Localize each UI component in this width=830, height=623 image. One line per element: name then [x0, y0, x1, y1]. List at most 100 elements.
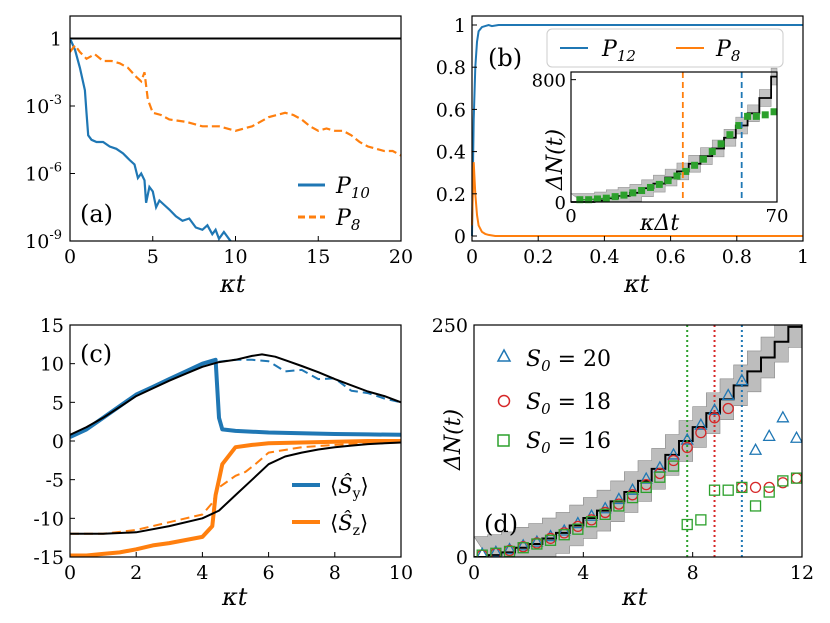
panel-a-legend: P10 P8 [298, 174, 370, 234]
panel-c-ticks: 0 2 4 6 8 10 -15 -10 -5 0 5 10 15 [33, 315, 413, 584]
panel-d: 0 4 8 12 0 250 (d) κt ΔN(t) S0 = 20 S0 = 18 S… [432, 315, 814, 611]
point-s16 [599, 508, 611, 520]
point-s16 [736, 481, 748, 494]
point-s16 [613, 500, 625, 512]
point-s20 [476, 546, 488, 557]
point-s18 [695, 426, 707, 439]
point-s18 [708, 412, 721, 424]
inset-frame [570, 71, 778, 203]
panel-b: 0 0.2 0.4 0.6 0.8 1 0 0.2 0.4 0.6 0.8 1 (b) κt P12 … [436, 15, 809, 298]
legend-marker-s18 [497, 394, 511, 408]
series-sz-thick [70, 439, 401, 557]
panel-c-ytick-label: 0 [52, 431, 64, 453]
inset-green-point [691, 161, 699, 169]
point-s20 [694, 417, 708, 430]
point-s18 [681, 441, 693, 454]
panel-d-xlabel: κt [621, 583, 648, 611]
inset-ytick-label: 800 [532, 71, 566, 92]
panel-c-ytick-label: 15 [40, 315, 64, 337]
point-s16 [517, 542, 529, 554]
point-s20 [625, 482, 640, 495]
series-p8 [70, 43, 401, 157]
legend-label-s16: S0 = 16 [526, 429, 611, 457]
inset-green-point [761, 111, 769, 119]
point-s18 [722, 402, 734, 415]
panel-c-ytick-label: -5 [45, 470, 64, 492]
point-s16 [626, 491, 639, 504]
point-s20 [735, 373, 749, 386]
panel-b-plot-area [471, 23, 803, 237]
panel-d-ylabel: ΔN(t) [441, 409, 466, 471]
panel-d-xtick-label: 4 [577, 562, 589, 584]
series-p8 [471, 162, 803, 237]
panel-b-xtick-label: 0.6 [655, 246, 685, 268]
point-s16 [763, 486, 775, 498]
point-s16 [585, 516, 598, 528]
panel-b-ytick-label: 0.2 [436, 184, 466, 206]
inset-xtick-label: 0 [565, 206, 576, 227]
point-s16 [722, 484, 734, 496]
inset-ylabel: ΔN(t) [543, 129, 568, 191]
series-sz-black [70, 441, 401, 535]
point-s16 [544, 534, 557, 546]
panel-a-xtick-label: 20 [389, 246, 413, 268]
inset-ytick-label: 0 [555, 193, 566, 214]
panel-c-legend: ⟨Ŝy⟩ ⟨Ŝz⟩ [292, 473, 369, 539]
point-s20 [748, 442, 763, 455]
inset-green-point [699, 155, 707, 163]
series-p10 [70, 38, 232, 241]
panel-d-xtick-label: 12 [790, 562, 814, 584]
panel-b-legend-box [546, 28, 784, 68]
point-s16 [476, 549, 488, 557]
panel-a-ytick-label: 10-6 [25, 161, 62, 186]
panel-a-series [70, 37, 401, 241]
panel-b-xtick-label: 0.8 [722, 246, 752, 268]
panel-d-xtick-label: 0 [468, 562, 480, 584]
panel-c-ytick-label: -10 [33, 508, 64, 530]
point-s20 [762, 429, 776, 442]
panel-b-xlabel: κt [623, 270, 650, 298]
series-sy-dashed [70, 358, 401, 438]
panel-b-ticks: 0 0.2 0.4 0.6 0.8 1 0 0.2 0.4 0.6 0.8 1 [436, 15, 809, 268]
series-p12 [471, 23, 803, 237]
point-s20 [516, 538, 530, 551]
panel-c-xtick-label: 2 [130, 562, 142, 584]
inset-xtick-label: 70 [766, 206, 789, 227]
panel-b-ytick-label: 0.4 [436, 142, 466, 164]
legend-marker-s20 [496, 348, 512, 362]
panel-b-xtick-label: 1 [797, 246, 809, 268]
panel-b-xtick-label: 0.2 [523, 246, 553, 268]
point-s16 [531, 538, 543, 550]
point-s20 [530, 534, 544, 547]
inset-green-point [708, 148, 716, 156]
legend-label-s18: S0 = 18 [526, 390, 611, 418]
panel-b-ytick-label: 1 [454, 15, 466, 37]
panel-c-xtick-label: 6 [263, 562, 275, 584]
inset-green-point [752, 112, 760, 120]
panel-b-frame [471, 15, 804, 242]
point-s16 [777, 475, 789, 487]
panel-b-legend: P12 P8 [546, 28, 784, 68]
panel-b-ytick-label: 0 [454, 226, 466, 248]
legend-label-sz: ⟨Ŝz⟩ [330, 510, 368, 539]
point-s20 [502, 542, 517, 555]
panel-a-ytick-label: 10-3 [25, 93, 62, 118]
point-s20 [680, 432, 694, 445]
inset-green-point [770, 108, 778, 116]
panel-a-ytick-label: 1 [50, 29, 62, 51]
panel-d-series [474, 325, 802, 557]
point-s20 [666, 447, 681, 460]
point-s16 [708, 484, 721, 496]
panel-d-band [474, 325, 802, 557]
point-s16 [558, 529, 570, 541]
panel-d-label: (d) [484, 510, 518, 538]
panel-c-ytick-label: 5 [52, 392, 64, 414]
point-s20 [776, 410, 790, 423]
point-s16 [681, 518, 693, 531]
point-s20 [721, 388, 735, 401]
panel-a-ytick-label: 10-9 [25, 228, 62, 253]
inset-green-point [726, 131, 734, 139]
point-s16 [667, 460, 680, 472]
panel-d-ytick-label: 250 [432, 315, 468, 337]
point-s16 [572, 523, 584, 535]
